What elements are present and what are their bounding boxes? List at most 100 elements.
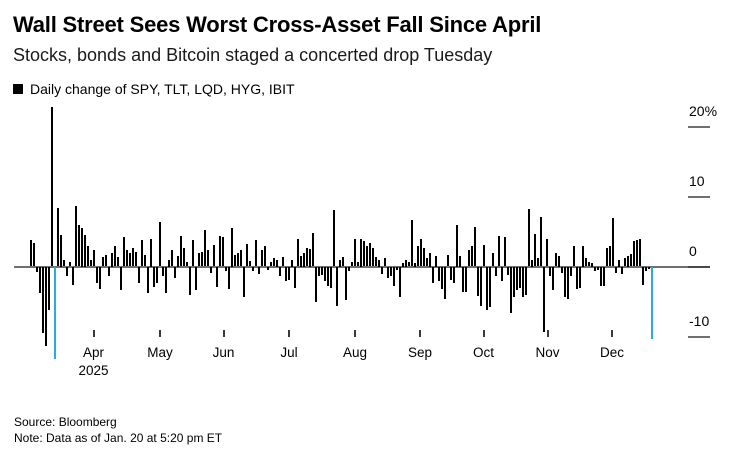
bar	[141, 239, 143, 267]
bar	[243, 266, 245, 297]
bar	[216, 266, 218, 287]
bar	[426, 258, 428, 267]
x-axis-month-label: Oct	[472, 345, 494, 360]
bar	[195, 266, 197, 290]
bar	[231, 228, 233, 267]
bar	[30, 239, 32, 267]
bar	[537, 258, 539, 267]
bar	[300, 256, 302, 267]
x-axis-tick	[546, 330, 549, 337]
bar	[36, 266, 38, 273]
bar	[186, 261, 188, 267]
bar	[423, 248, 425, 267]
bar	[234, 254, 236, 267]
bar	[504, 237, 506, 267]
bar	[603, 266, 605, 287]
x-axis-tick	[482, 330, 485, 337]
bar	[84, 235, 86, 267]
legend: Daily change of SPY, TLT, LQD, HYG, IBIT	[13, 81, 295, 97]
legend-swatch	[13, 84, 23, 94]
bar	[294, 266, 296, 289]
bar	[438, 266, 440, 282]
bar	[228, 266, 230, 289]
bar	[609, 246, 611, 267]
bar	[342, 257, 344, 267]
bar	[69, 262, 71, 267]
bar	[480, 266, 482, 306]
bar	[570, 266, 572, 277]
bar	[459, 256, 461, 267]
bar	[318, 266, 320, 277]
bar	[249, 260, 251, 267]
zero-axis-line	[14, 265, 710, 268]
bar	[93, 249, 95, 267]
bar	[447, 254, 449, 267]
bar	[171, 250, 173, 267]
bar	[189, 266, 191, 295]
bar	[375, 256, 377, 267]
bar	[507, 266, 509, 275]
bar	[594, 266, 596, 272]
bar	[363, 241, 365, 267]
bar	[99, 266, 101, 289]
bar	[222, 237, 224, 267]
bar	[372, 248, 374, 267]
bar	[126, 249, 128, 267]
bar	[606, 248, 608, 267]
bar	[591, 263, 593, 267]
bar	[102, 257, 104, 267]
bar	[210, 266, 212, 273]
bar	[477, 266, 479, 296]
bar	[483, 244, 485, 267]
bar	[132, 248, 134, 267]
highlighted-bar	[54, 266, 56, 359]
bar	[555, 253, 557, 267]
bar	[63, 260, 65, 267]
bar	[240, 249, 242, 267]
bar	[516, 266, 518, 290]
bar	[522, 266, 524, 297]
chart-title: Wall Street Sees Worst Cross-Asset Fall …	[13, 12, 542, 37]
bar	[633, 240, 635, 267]
bar	[378, 259, 380, 267]
bar	[87, 246, 89, 267]
bar	[618, 259, 620, 267]
bar	[285, 266, 287, 282]
bar	[495, 266, 497, 277]
bar	[465, 266, 467, 293]
x-axis-month-label: Nov	[535, 345, 560, 360]
bar	[627, 256, 629, 267]
x-axis-tick	[222, 330, 225, 337]
bar	[90, 260, 92, 267]
bar	[297, 239, 299, 267]
bar	[51, 106, 53, 267]
bar	[384, 258, 386, 267]
bar	[345, 266, 347, 301]
bar	[252, 266, 254, 271]
bar	[396, 266, 398, 270]
bar	[585, 258, 587, 267]
y-axis-tick-label: -10	[689, 312, 710, 329]
legend-label: Daily change of SPY, TLT, LQD, HYG, IBIT	[30, 81, 295, 97]
bar	[321, 266, 323, 275]
bar	[306, 248, 308, 267]
bar	[420, 239, 422, 267]
x-axis-month-label: Dec	[599, 345, 624, 360]
x-axis-month-label: Jul	[280, 345, 298, 360]
bar	[348, 266, 350, 272]
bar	[573, 246, 575, 267]
bar	[357, 261, 359, 267]
bar	[360, 238, 362, 267]
bar	[66, 266, 68, 276]
x-axis-tick	[611, 330, 613, 337]
bar	[498, 235, 500, 267]
bar	[336, 266, 338, 307]
source-text: Source: Bloomberg	[14, 415, 117, 429]
bar	[561, 266, 563, 273]
bar	[489, 266, 491, 308]
bar	[129, 253, 131, 267]
bar	[180, 235, 182, 267]
bar	[462, 266, 464, 292]
bar	[567, 266, 569, 300]
